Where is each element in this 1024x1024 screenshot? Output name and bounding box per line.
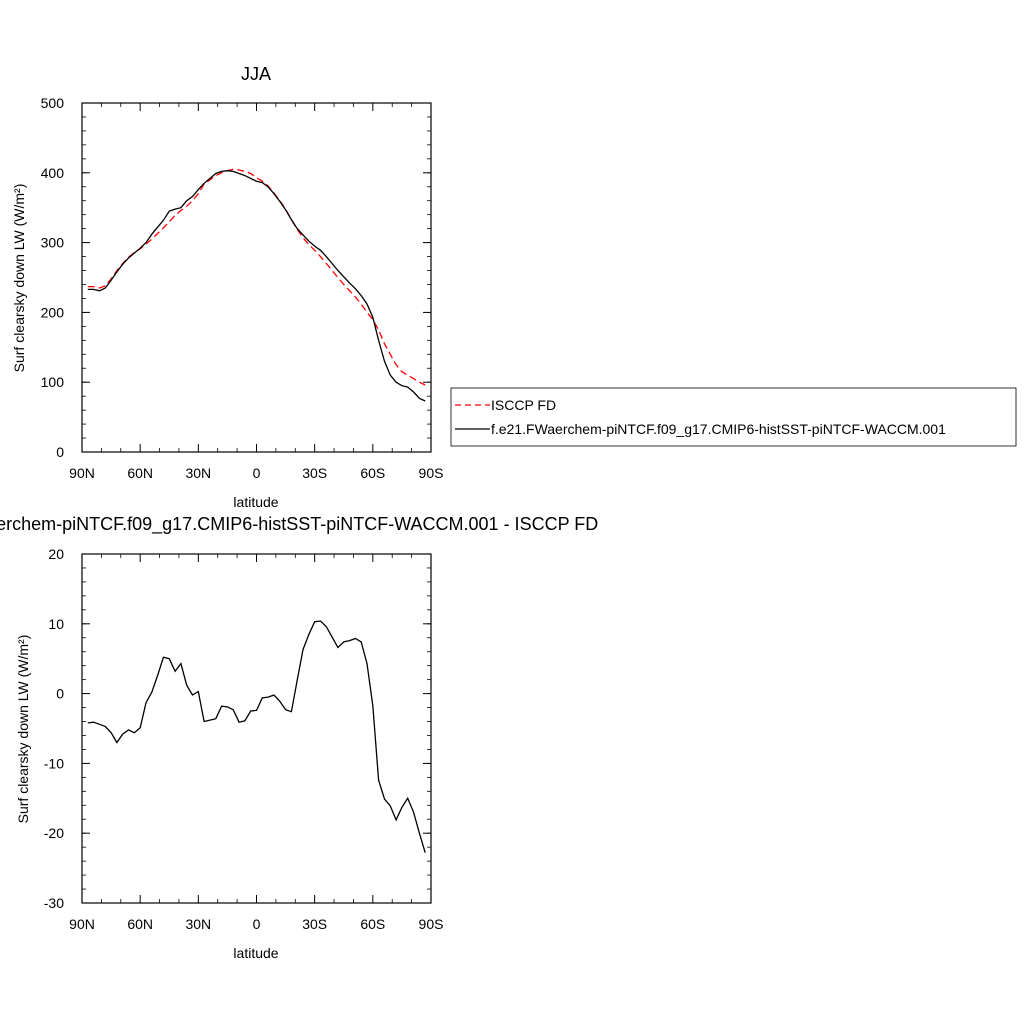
y-tick-label: 0: [56, 686, 64, 702]
bottom-plot-frame: [81, 553, 432, 904]
panel-top: JJA 90N 60N 30N 0 30S 60S 90S 0 100 200 300 400 500…: [11, 64, 443, 510]
y-tick-label: 500: [41, 95, 65, 111]
chart-title: JJA: [241, 64, 271, 84]
bottom-series-group: [87, 620, 426, 853]
legend-box: [450, 387, 1017, 447]
series-line-1-0: [87, 620, 426, 853]
y-tick-label: 200: [41, 304, 65, 320]
y-tick-label: -20: [44, 825, 64, 841]
x-tick-label: 0: [253, 916, 261, 932]
x-tick-label: 90N: [69, 916, 95, 932]
x-tick-label: 60S: [360, 465, 385, 481]
y-tick-label: 20: [48, 546, 64, 562]
x-tick-label: 0: [253, 465, 261, 481]
series-line-0-0: [87, 168, 426, 386]
legend: ISCCP FD f.e21.FWaerchem-piNTCF.f09_g17.…: [450, 387, 1017, 447]
series-line-0-1: [87, 170, 426, 402]
top-axis-ticks: [81, 102, 432, 453]
x-tick-label: 30N: [185, 916, 211, 932]
y-axis-label: Surf clearsky down LW (W/m²): [11, 184, 27, 373]
x-axis-label: latitude: [233, 494, 278, 510]
legend-label-model: f.e21.FWaerchem-piNTCF.f09_g17.CMIP6-his…: [491, 421, 946, 437]
x-tick-label: 90S: [419, 465, 444, 481]
panel-bottom: f.e21.FWaerchem-piNTCF.f09_g17.CMIP6-his…: [0, 514, 598, 961]
x-tick-label: 60N: [127, 916, 153, 932]
difference-y-axis-label: Surf clearsky down LW (W/m²): [15, 635, 31, 824]
y-tick-label: 10: [48, 616, 64, 632]
x-tick-label: 60N: [127, 465, 153, 481]
difference-x-axis-label: latitude: [233, 945, 278, 961]
y-tick-label: 0: [56, 444, 64, 460]
top-x-tick-labels: 90N 60N 30N 0 30S 60S 90S: [69, 465, 443, 481]
y-tick-label: 400: [41, 165, 65, 181]
y-tick-label: -10: [44, 755, 64, 771]
top-y-tick-labels: 0 100 200 300 400 500: [41, 95, 65, 460]
bottom-x-tick-labels: 90N 60N 30N 0 30S 60S 90S: [69, 916, 443, 932]
bottom-axis-ticks: [81, 553, 432, 904]
top-series-group: [87, 168, 426, 402]
y-tick-label: 300: [41, 235, 65, 251]
y-tick-label: -30: [44, 895, 64, 911]
x-tick-label: 90N: [69, 465, 95, 481]
x-tick-label: 30S: [302, 465, 327, 481]
legend-label-isccp: ISCCP FD: [491, 397, 556, 413]
x-tick-label: 90S: [419, 916, 444, 932]
difference-chart-title: f.e21.FWaerchem-piNTCF.f09_g17.CMIP6-his…: [0, 514, 598, 535]
bottom-y-tick-labels: -30 -20 -10 0 10 20: [44, 546, 64, 911]
x-tick-label: 30N: [185, 465, 211, 481]
top-plot-frame: [81, 102, 432, 453]
x-tick-label: 60S: [360, 916, 385, 932]
x-tick-label: 30S: [302, 916, 327, 932]
y-tick-label: 100: [41, 374, 65, 390]
